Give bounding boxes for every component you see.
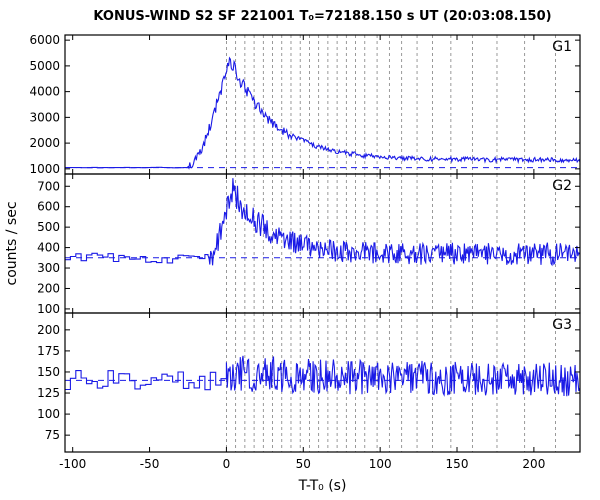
- x-tick-label: 200: [522, 457, 545, 471]
- y-tick-label: 100: [37, 302, 60, 316]
- y-tick-label: 3000: [29, 110, 60, 124]
- y-tick-label: 125: [37, 386, 60, 400]
- y-tick-label: 700: [37, 179, 60, 193]
- y-tick-label: 400: [37, 241, 60, 255]
- y-tick-label: 200: [37, 323, 60, 337]
- panel-label-g1: G1: [552, 39, 572, 55]
- konus-wind-chart: KONUS-WIND S2 SF 221001 T₀=72188.150 s U…: [0, 0, 600, 500]
- y-tick-label: 75: [45, 428, 60, 442]
- x-tick-label: -100: [59, 457, 86, 471]
- y-tick-label: 1000: [29, 162, 60, 176]
- y-tick-label: 600: [37, 200, 60, 214]
- y-tick-label: 500: [37, 220, 60, 234]
- lightcurve-g2: [65, 178, 580, 265]
- panel-frame-g1: [65, 35, 580, 174]
- lightcurve-g3: [65, 356, 580, 396]
- x-tick-label: 0: [223, 457, 231, 471]
- x-axis-label: T-T₀ (s): [298, 478, 347, 494]
- x-tick-label: -50: [140, 457, 160, 471]
- x-tick-label: 50: [296, 457, 311, 471]
- lightcurve-g1: [65, 58, 580, 168]
- y-axis-label: counts / sec: [4, 201, 20, 285]
- panel-label-g3: G3: [552, 317, 572, 333]
- x-tick-label: 150: [446, 457, 469, 471]
- y-tick-label: 300: [37, 261, 60, 275]
- y-tick-label: 175: [37, 344, 60, 358]
- panel-label-g2: G2: [552, 178, 572, 194]
- y-tick-label: 5000: [29, 59, 60, 73]
- x-tick-label: 100: [369, 457, 392, 471]
- y-tick-label: 2000: [29, 136, 60, 150]
- y-tick-label: 4000: [29, 85, 60, 99]
- y-tick-label: 150: [37, 365, 60, 379]
- panel-frame-g3: [65, 313, 580, 452]
- y-tick-label: 100: [37, 407, 60, 421]
- y-tick-label: 200: [37, 281, 60, 295]
- chart-title: KONUS-WIND S2 SF 221001 T₀=72188.150 s U…: [93, 9, 551, 24]
- panel-frame-g2: [65, 174, 580, 313]
- y-tick-label: 6000: [29, 33, 60, 47]
